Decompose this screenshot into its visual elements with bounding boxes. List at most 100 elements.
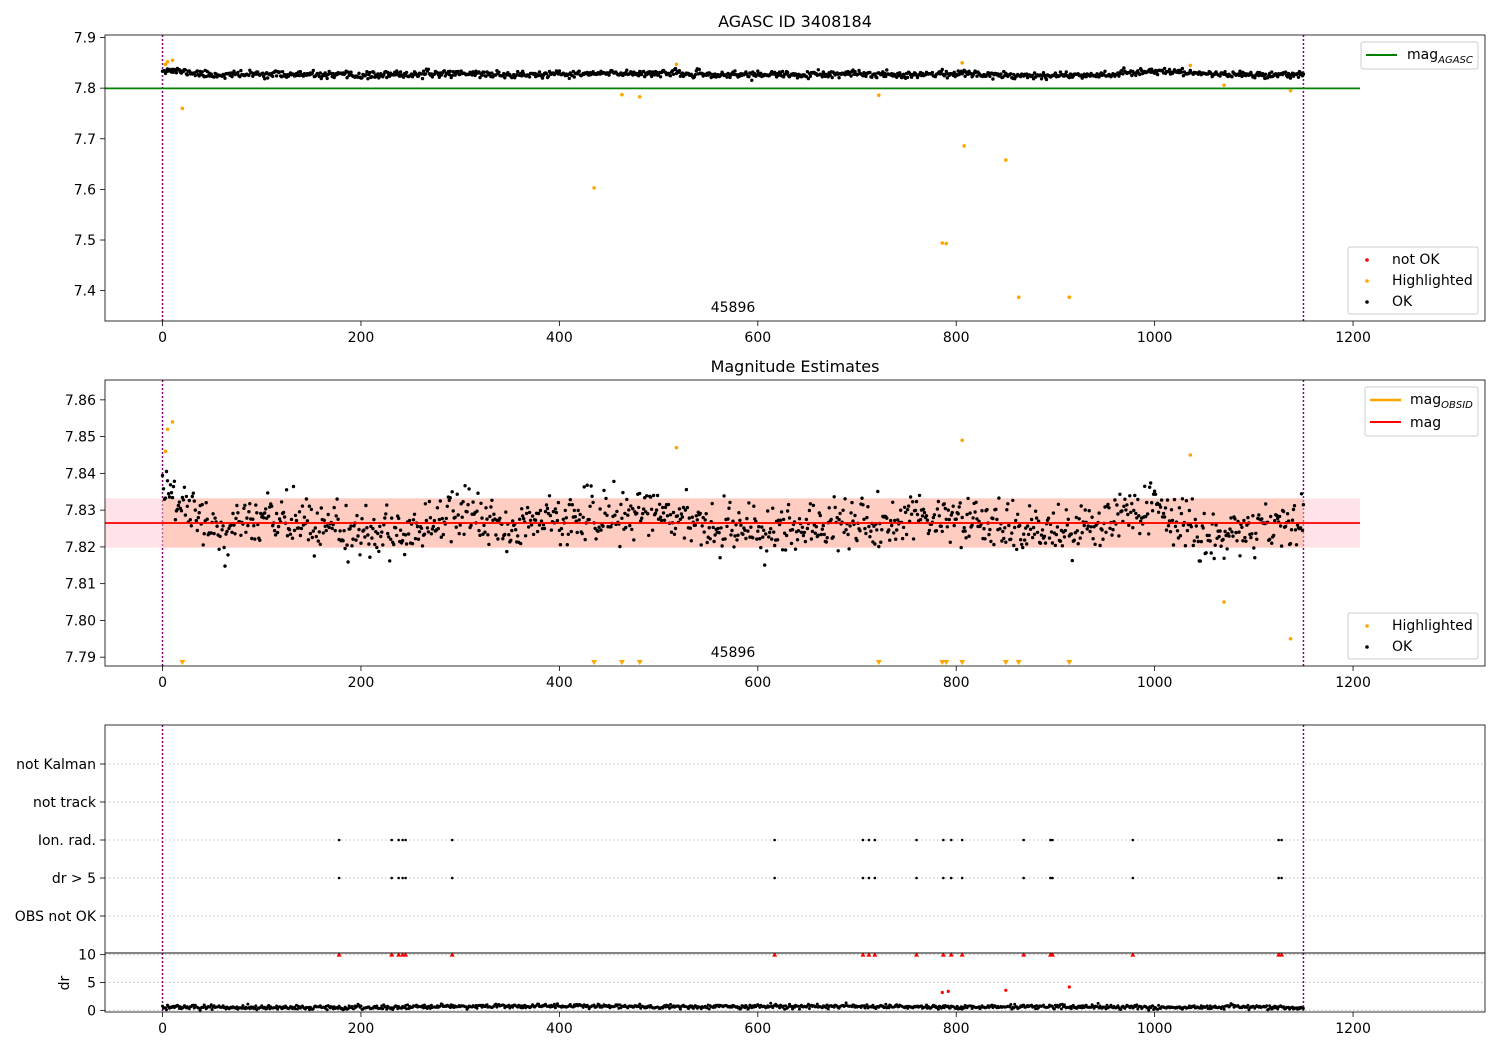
ok-point xyxy=(298,69,303,74)
ok-point xyxy=(625,68,629,72)
ok-point xyxy=(195,69,199,73)
ok-point xyxy=(1167,519,1172,523)
flag-point xyxy=(390,876,394,880)
ok-point xyxy=(291,484,296,489)
ok-point xyxy=(201,543,205,547)
ok-point xyxy=(173,518,178,522)
ok-point xyxy=(769,1001,773,1005)
ok-point xyxy=(1119,1007,1123,1011)
ok-point xyxy=(1131,526,1135,530)
y-tick-label: 7.5 xyxy=(74,233,96,249)
x-tick-label: 1200 xyxy=(1335,1021,1371,1037)
ok-point xyxy=(843,497,847,501)
x-tick-label: 600 xyxy=(744,330,771,346)
ok-point xyxy=(535,529,540,534)
ok-point xyxy=(488,514,492,519)
ok-point xyxy=(569,529,573,534)
ok-point xyxy=(1289,528,1294,532)
ok-point xyxy=(567,502,571,507)
ok-point xyxy=(1107,506,1111,510)
ok-point xyxy=(1120,509,1124,513)
ok-point xyxy=(877,544,881,549)
ok-point xyxy=(416,537,421,541)
ok-point xyxy=(1039,533,1044,537)
ok-point xyxy=(167,495,172,499)
ok-point xyxy=(791,1007,794,1011)
ok-point xyxy=(252,524,256,528)
flag-point xyxy=(397,838,400,842)
ok-point xyxy=(343,546,347,551)
x-tick-label: 400 xyxy=(546,1021,573,1037)
ok-point xyxy=(737,511,741,515)
ok-point xyxy=(380,530,384,534)
ok-point xyxy=(170,495,175,500)
ok-point xyxy=(368,555,372,559)
ok-point xyxy=(244,530,248,534)
ok-point xyxy=(398,70,403,74)
flag-point xyxy=(1277,876,1280,880)
flag-point xyxy=(773,876,776,880)
ok-point xyxy=(844,528,848,532)
ok-point xyxy=(321,531,325,535)
legend-frame xyxy=(1347,612,1479,660)
ok-point xyxy=(326,512,330,517)
ok-point xyxy=(539,519,544,523)
ok-point xyxy=(1069,1007,1073,1011)
ok-point xyxy=(699,543,703,547)
ok-point xyxy=(557,69,562,73)
ok-point xyxy=(940,529,944,534)
ok-point xyxy=(312,554,316,558)
ok-point xyxy=(560,532,565,537)
ok-point xyxy=(398,528,403,532)
ok-point xyxy=(808,74,813,78)
ok-point xyxy=(901,72,906,77)
ok-point xyxy=(908,495,913,499)
ok-point xyxy=(1022,532,1026,536)
ok-point xyxy=(816,533,820,537)
ok-point xyxy=(999,72,1003,76)
ok-point xyxy=(952,523,956,528)
ok-point xyxy=(226,553,230,557)
ok-point xyxy=(702,530,706,534)
clipped-dr-marker xyxy=(959,952,965,957)
ok-point xyxy=(582,485,586,489)
ok-point xyxy=(797,517,802,521)
ok-point xyxy=(640,516,644,520)
ok-point xyxy=(947,517,951,522)
ok-point xyxy=(747,501,751,505)
ok-point xyxy=(889,518,893,523)
ok-point xyxy=(333,528,337,533)
ok-point xyxy=(1043,541,1048,545)
ok-point xyxy=(853,69,857,74)
ok-point xyxy=(450,490,454,494)
ok-point xyxy=(520,507,524,511)
ok-point xyxy=(744,536,748,541)
ok-point xyxy=(975,517,979,521)
ok-point xyxy=(746,529,750,533)
ok-point xyxy=(555,1002,559,1006)
ok-point xyxy=(1129,510,1133,514)
ok-point xyxy=(796,529,801,533)
ok-point xyxy=(725,524,729,529)
ok-point xyxy=(864,531,868,536)
ok-point xyxy=(1283,524,1288,529)
ok-point xyxy=(386,531,390,536)
flag-row-label: Ion. rad. xyxy=(38,833,96,849)
ok-point xyxy=(784,1004,788,1008)
ok-point xyxy=(992,542,996,547)
ok-point xyxy=(782,531,787,535)
ok-point xyxy=(1116,512,1120,516)
ok-point xyxy=(847,547,851,551)
ok-point xyxy=(233,532,237,536)
ok-point xyxy=(349,524,353,528)
ok-point xyxy=(485,1003,489,1007)
ok-point xyxy=(825,536,829,540)
ok-point xyxy=(594,537,598,541)
ok-point xyxy=(761,535,765,539)
ok-point xyxy=(223,564,227,568)
ok-point xyxy=(738,518,742,522)
highlighted-point xyxy=(1067,295,1072,300)
ok-point xyxy=(728,500,732,505)
ok-point xyxy=(620,516,624,520)
ok-point xyxy=(698,511,702,516)
